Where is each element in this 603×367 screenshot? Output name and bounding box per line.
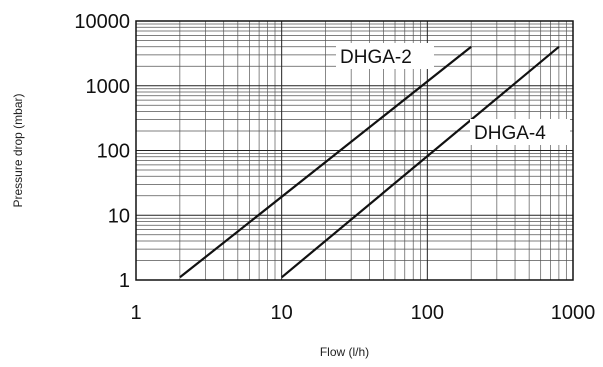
y-tick-labels: 1 10 100 1000 10000 (74, 11, 130, 292)
y-tick-label: 1 (119, 270, 130, 292)
series-line-dhga-2 (179, 45, 472, 279)
plot-frame (135, 20, 574, 281)
series-label-dhga-2: DHGA-2 (340, 47, 412, 68)
series-label-bg (336, 43, 434, 69)
x-axis-label: Flow (l/h) (320, 345, 369, 359)
y-axis-label: Pressure drop (mbar) (11, 93, 25, 207)
x-tick-labels: 1 10 100 1000 (130, 302, 595, 324)
series-label-bg (470, 119, 570, 145)
x-tick-label: 100 (411, 302, 444, 324)
series-labels: DHGA-2 DHGA-4 (336, 43, 570, 145)
series-line-dhga-4 (280, 45, 560, 279)
x-tick-label: 10 (271, 302, 293, 324)
y-tick-label: 10 (108, 205, 130, 227)
series-label-dhga-4: DHGA-4 (474, 123, 546, 144)
major-grid (136, 21, 573, 280)
y-tick-label: 1000 (86, 76, 131, 98)
x-tick-label: 1000 (551, 302, 596, 324)
x-tick-label: 1 (130, 302, 141, 324)
y-tick-label: 100 (97, 141, 130, 163)
y-tick-label: 10000 (74, 11, 130, 33)
series-lines (179, 45, 560, 279)
